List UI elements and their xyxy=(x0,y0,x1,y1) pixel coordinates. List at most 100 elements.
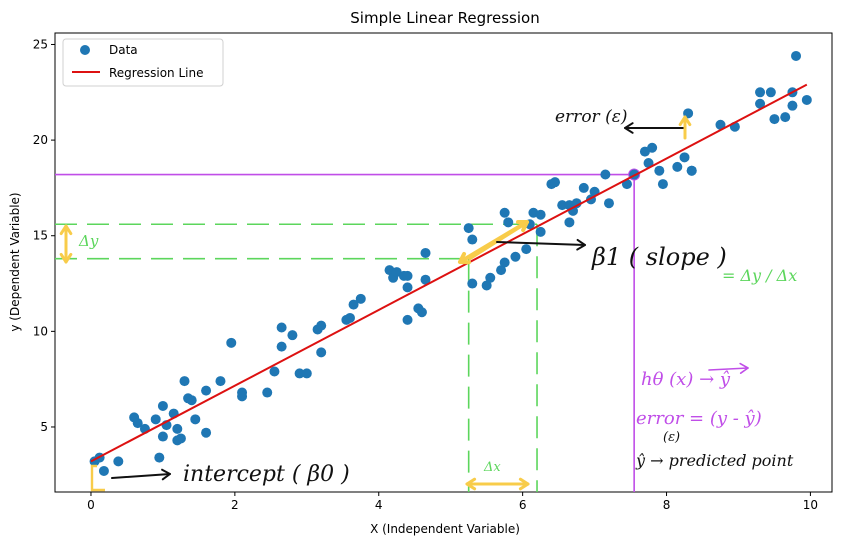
error-annotation: error (ε) xyxy=(555,107,627,127)
x-tick-label: 6 xyxy=(519,498,527,512)
predicted-point-annotation: ŷ → predicted point xyxy=(635,451,794,470)
data-point xyxy=(294,368,305,379)
data-point xyxy=(550,177,561,188)
data-point xyxy=(499,207,510,218)
data-point xyxy=(316,347,327,358)
data-point xyxy=(510,251,521,262)
data-point xyxy=(765,87,776,98)
intercept-arrow-head xyxy=(161,468,171,481)
chart-title: Simple Linear Regression xyxy=(350,9,539,27)
legend: Data Regression Line xyxy=(62,38,224,87)
data-point xyxy=(157,431,168,442)
data-point xyxy=(348,299,359,310)
y-tick-label: 10 xyxy=(33,324,48,338)
data-point xyxy=(355,293,366,304)
data-point xyxy=(686,165,697,176)
data-point xyxy=(791,50,802,61)
data-point xyxy=(801,94,812,105)
data-point xyxy=(647,142,658,153)
data-point xyxy=(175,433,186,444)
slope-yellow-arrow-b xyxy=(458,220,529,264)
plot-area xyxy=(54,32,833,493)
regression-line xyxy=(90,83,808,463)
y-axis-ticks: 5 10 15 20 25 xyxy=(33,37,55,434)
slope-pointer-arrow-head xyxy=(576,238,586,251)
intercept-bracket xyxy=(90,464,105,492)
slope-annotation: β1 ( slope ) xyxy=(591,243,727,271)
data-point xyxy=(769,114,780,125)
data-point xyxy=(402,314,413,325)
error-pointer-arrow-head xyxy=(624,122,634,134)
data-point xyxy=(157,400,168,411)
x-axis-ticks: 0 2 4 6 8 10 xyxy=(87,492,818,512)
data-point xyxy=(496,265,507,276)
data-point xyxy=(679,152,690,163)
delta-y-arrow-down-head xyxy=(59,252,73,264)
data-point xyxy=(344,312,355,323)
data-point xyxy=(190,414,201,425)
data-point xyxy=(481,280,492,291)
data-point xyxy=(201,427,212,438)
annotations: intercept ( β0 ) β1 ( slope ) = Δy / Δx … xyxy=(59,107,797,492)
data-point xyxy=(316,320,327,331)
data-point xyxy=(755,87,766,98)
x-tick-label: 4 xyxy=(375,498,383,512)
data-point xyxy=(557,200,568,211)
hypothesis-arrow-head xyxy=(739,362,749,375)
regression-line-group xyxy=(90,83,808,463)
x-tick-label: 0 xyxy=(87,498,95,512)
data-point xyxy=(578,182,589,193)
error-vertical-arrow-head xyxy=(678,115,692,127)
x-axis-title: X (Independent Variable) xyxy=(370,522,520,536)
data-point xyxy=(276,341,287,352)
data-point xyxy=(262,387,273,398)
data-point xyxy=(226,337,237,348)
x-tick-label: 8 xyxy=(663,498,671,512)
data-point xyxy=(215,376,226,387)
data-point xyxy=(535,209,546,220)
x-tick-label: 2 xyxy=(231,498,239,512)
hypothesis-annotation: hθ (x) → ŷ xyxy=(641,369,731,390)
slope-yellow-arrow-b-head xyxy=(458,251,471,265)
x-tick-label: 10 xyxy=(803,498,818,512)
y-axis-title: y (Dependent Variable) xyxy=(8,192,22,331)
y-tick-label: 5 xyxy=(40,420,48,434)
intercept-annotation: intercept ( β0 ) xyxy=(183,462,350,487)
data-point xyxy=(657,179,668,190)
legend-label-data: Data xyxy=(109,43,138,57)
error-formula-annotation: error = (y - ŷ) xyxy=(636,408,762,429)
data-point xyxy=(132,418,143,429)
intercept-arrow xyxy=(111,473,171,479)
legend-box xyxy=(62,38,224,87)
data-point xyxy=(287,330,298,341)
data-point xyxy=(201,385,212,396)
delta-y-label: Δy xyxy=(78,232,99,250)
data-point xyxy=(276,322,287,333)
data-point xyxy=(600,169,611,180)
data-point xyxy=(172,423,183,434)
data-point xyxy=(416,307,427,318)
data-point xyxy=(603,198,614,209)
data-point xyxy=(269,366,280,377)
slope-pointer-arrow xyxy=(496,241,586,246)
data-point xyxy=(237,391,248,402)
data-point xyxy=(150,414,161,425)
data-point xyxy=(179,376,190,387)
data-point xyxy=(571,198,582,209)
legend-label-line: Regression Line xyxy=(109,66,203,80)
data-point xyxy=(485,272,496,283)
data-point xyxy=(672,161,683,172)
data-point xyxy=(780,112,791,123)
slope-formula-annotation: = Δy / Δx xyxy=(722,266,797,285)
delta-x-arrow-right-head xyxy=(518,477,530,491)
data-point xyxy=(467,278,478,289)
data-point xyxy=(113,456,124,467)
data-point xyxy=(154,452,165,463)
data-point xyxy=(715,119,726,130)
data-point xyxy=(755,98,766,109)
data-point xyxy=(420,247,431,258)
data-point xyxy=(402,270,413,281)
data-point xyxy=(98,465,109,476)
y-tick-label: 25 xyxy=(33,37,48,51)
